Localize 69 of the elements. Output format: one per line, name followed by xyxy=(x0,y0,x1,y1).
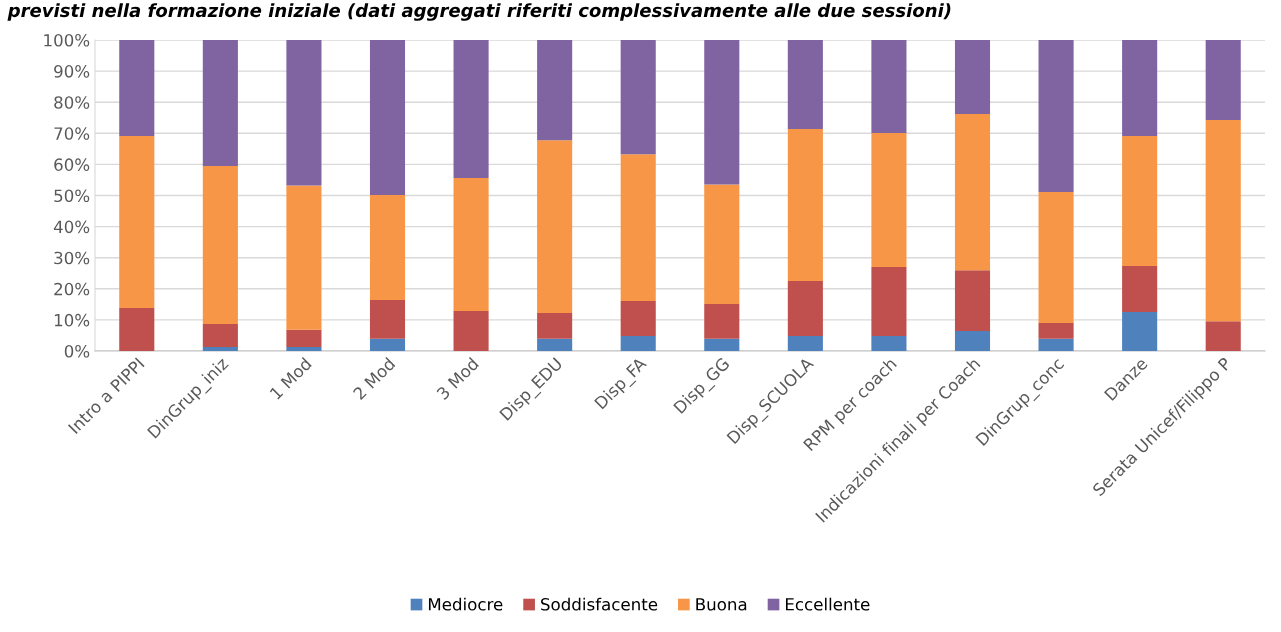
bar xyxy=(1122,312,1158,351)
bar xyxy=(1038,192,1074,324)
bar xyxy=(537,338,573,351)
bar xyxy=(537,40,573,141)
bar xyxy=(787,336,823,351)
bar xyxy=(704,304,740,339)
bar xyxy=(954,270,991,332)
bar xyxy=(871,132,907,268)
y-tick-label: 80% xyxy=(54,96,90,109)
bar xyxy=(286,346,322,351)
bar xyxy=(954,114,991,271)
y-tick-label: 100% xyxy=(44,33,90,47)
legend-label: Soddisfacente xyxy=(541,597,658,611)
chart-title: previsti nella formazione iniziale (dati aggregati riferiti complessivamente alle due sessioni) xyxy=(7,3,951,21)
bar xyxy=(620,300,656,337)
bar xyxy=(537,313,573,339)
legend-label: Buona xyxy=(696,598,747,611)
bar xyxy=(1122,266,1158,313)
bar xyxy=(871,336,907,351)
bar xyxy=(202,40,238,166)
bar xyxy=(537,140,573,314)
bar xyxy=(954,331,991,351)
bar xyxy=(453,310,489,351)
bar xyxy=(119,136,155,309)
bar xyxy=(1038,338,1074,351)
bar xyxy=(369,300,406,339)
bar xyxy=(704,184,740,305)
bar xyxy=(286,329,322,347)
bar xyxy=(286,185,322,330)
bar xyxy=(871,40,907,133)
bar xyxy=(787,281,823,337)
y-tick-label: 40% xyxy=(53,220,90,234)
y-tick-label: 10% xyxy=(54,313,90,327)
bar xyxy=(119,40,155,137)
bar xyxy=(1122,40,1158,137)
bar xyxy=(369,338,406,351)
bar xyxy=(369,40,406,195)
y-tick-label: 30% xyxy=(54,251,90,265)
y-tick-label: 60% xyxy=(54,158,90,171)
bar xyxy=(954,40,991,115)
bar xyxy=(1122,136,1158,267)
y-tick-label: 90% xyxy=(54,65,90,78)
bar xyxy=(453,40,489,179)
bar xyxy=(369,194,406,300)
bar xyxy=(1038,323,1074,339)
y-tick-label: 20% xyxy=(54,282,90,296)
bar xyxy=(620,40,656,155)
bar xyxy=(1205,321,1241,351)
bar xyxy=(453,178,489,311)
bar xyxy=(620,154,656,301)
y-tick-label: 50% xyxy=(54,189,90,203)
bar xyxy=(119,308,155,351)
y-tick-label: 70% xyxy=(54,127,90,140)
y-tick-label: 0% xyxy=(64,344,90,358)
bar xyxy=(1038,40,1074,193)
bar xyxy=(286,40,322,186)
bar xyxy=(202,346,238,351)
legend-label: Mediocre xyxy=(428,597,503,611)
bar xyxy=(787,128,823,282)
bar xyxy=(620,336,656,351)
bar xyxy=(704,338,740,351)
bar xyxy=(1205,40,1241,120)
bar xyxy=(1205,119,1241,322)
bar xyxy=(202,323,238,347)
bar xyxy=(202,165,238,324)
bar xyxy=(787,40,823,129)
bar xyxy=(704,40,740,185)
bar xyxy=(871,267,907,337)
legend-label: Eccellente xyxy=(785,597,870,611)
